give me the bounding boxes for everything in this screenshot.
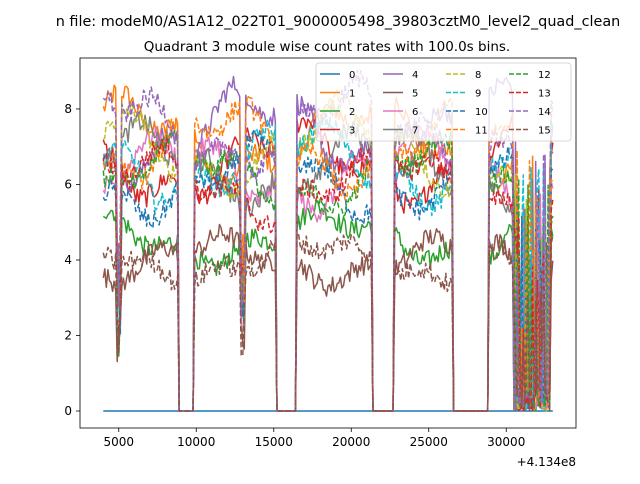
legend-label-14: 14 [538, 107, 551, 118]
x-tick-label: 15000 [255, 435, 293, 449]
legend-box [315, 62, 572, 142]
x-tick-label: 5000 [103, 435, 134, 449]
legend-label-15: 15 [538, 126, 551, 137]
y-tick-label: 6 [64, 177, 72, 191]
axes-frame [79, 57, 577, 429]
legend-label-9: 9 [475, 89, 481, 100]
y-tick-label: 4 [64, 253, 72, 267]
y-axis: 0 2 4 6 8 [64, 102, 80, 418]
legend-label-3: 3 [349, 126, 355, 137]
legend-label-2: 2 [349, 107, 355, 118]
figure-suptitle: n file: modeM0/AS1A12_022T01_9000005498_… [56, 14, 621, 30]
x-tick-label: 20000 [332, 435, 370, 449]
legend-label-10: 10 [475, 107, 488, 118]
x-axis-offset-text: +4.134e8 [517, 455, 576, 469]
legend-label-1: 1 [349, 89, 355, 100]
x-axis: 5000 10000 15000 20000 25000 30000 [103, 428, 525, 449]
legend-label-7: 7 [412, 126, 418, 137]
series-line-15 [102, 232, 554, 412]
x-tick-label: 25000 [410, 435, 448, 449]
legend-label-6: 6 [412, 107, 418, 118]
legend-label-4: 4 [412, 70, 418, 81]
x-tick-label: 10000 [177, 435, 215, 449]
y-tick-label: 8 [64, 102, 72, 116]
legend-label-5: 5 [412, 89, 418, 100]
y-tick-label: 0 [64, 404, 72, 418]
legend-label-0: 0 [349, 70, 355, 81]
legend-label-11: 11 [475, 126, 488, 137]
chart-title: Quadrant 3 module wise count rates with … [144, 39, 510, 55]
y-tick-label: 2 [64, 329, 72, 343]
legend-label-13: 13 [538, 89, 551, 100]
x-tick-label: 30000 [487, 435, 525, 449]
legend-label-12: 12 [538, 70, 551, 81]
legend-label-8: 8 [475, 70, 481, 81]
